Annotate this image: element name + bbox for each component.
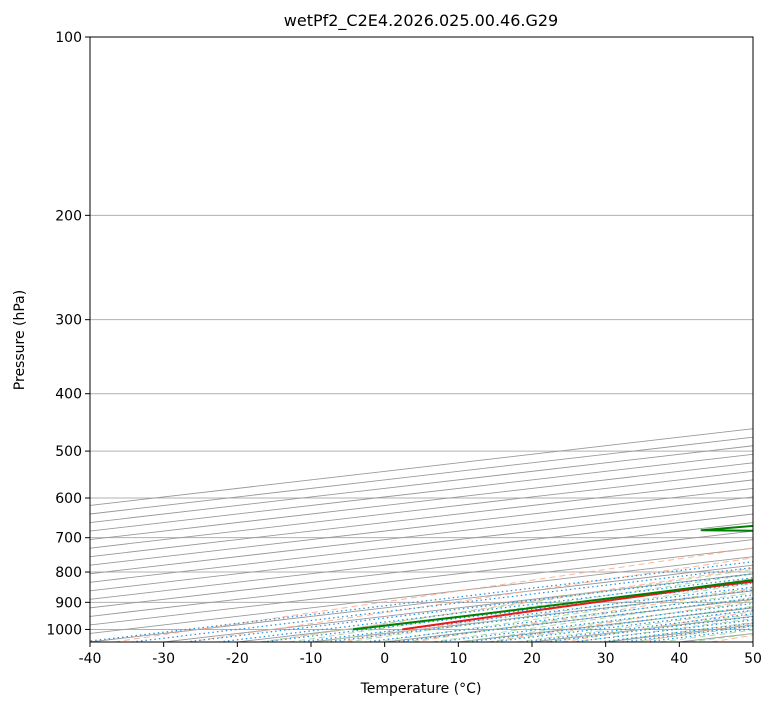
x-tick-label: 20 [523,651,541,667]
x-axis-label: Temperature (°C) [360,681,482,697]
x-tick-label: 10 [449,651,467,667]
x-axis-ticks: -40 -30 -20 -10 0 10 20 30 40 50 [79,642,762,667]
isotherm-line [90,496,753,575]
moist-adiabat-line [346,582,753,642]
plot-frame [89,36,754,643]
y-tick-label: 1000 [46,622,82,638]
mixing-ratio-line [90,561,753,642]
moist-adiabat-line [403,592,753,642]
isotherm-line [90,513,753,592]
isotherm-line [90,470,753,549]
mixing-ratio-line [492,609,753,642]
x-tick-label: -30 [152,651,175,667]
y-tick-label: 400 [55,387,82,403]
mixing-ratio-lines [90,561,753,642]
x-tick-label: -10 [300,651,323,667]
isotherm-line [90,479,753,558]
isotherm-line [90,487,753,566]
dry-adiabat-lines [114,547,753,642]
mixing-ratio-line [467,606,753,642]
isotherm-line [90,539,753,617]
plot-area: -100-90-80-70-60-50-40-30-20-10010203040… [90,37,753,642]
y-tick-label: 500 [55,444,82,460]
y-tick-label: 900 [55,595,82,611]
isotherm-line [90,530,753,609]
y-tick-label: 200 [55,208,82,224]
y-tick-label: 600 [55,491,82,507]
mixing-ratio-line [436,602,753,642]
x-tick-label: 0 [380,651,389,667]
y-tick-label: 300 [55,313,82,329]
y-tick-label: 100 [55,30,82,46]
moist-adiabat-line [289,573,753,642]
y-axis-ticks: 100 200 300 400 500 600 700 800 900 1000 [46,30,90,638]
chart-title: wetPf2_C2E4.2026.025.00.46.G29 [284,11,558,31]
dry-adiabat-line [188,557,753,642]
y-tick-label: 700 [55,531,82,547]
x-tick-label: -20 [226,651,249,667]
y-axis-label: Pressure (hPa) [12,290,28,390]
x-tick-label: 40 [670,651,688,667]
dry-adiabat-line [263,567,753,642]
x-tick-label: 30 [597,651,615,667]
isotherm-line [90,522,753,600]
x-tick-label: 50 [744,651,762,667]
dry-adiabat-line [412,588,753,642]
mixing-ratio-line [522,613,753,642]
isotherm-line [90,505,753,583]
isotherm-lines [90,428,753,642]
y-tick-label: 800 [55,565,82,581]
x-tick-label: -40 [79,651,102,667]
